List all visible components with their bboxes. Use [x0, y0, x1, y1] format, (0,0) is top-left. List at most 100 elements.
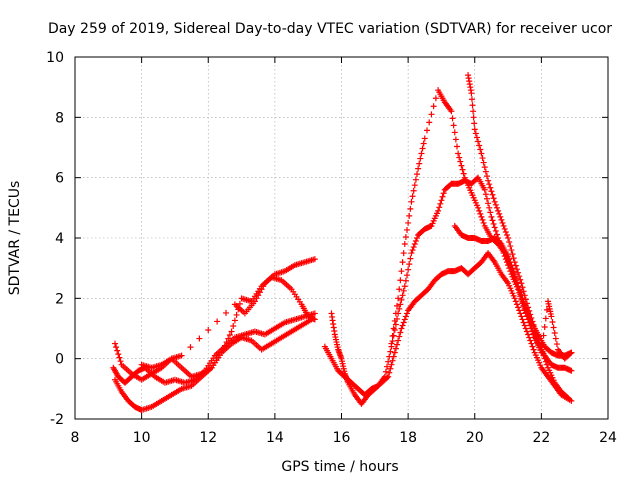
data-point — [517, 291, 524, 298]
data-point — [499, 219, 506, 226]
data-point — [523, 300, 530, 307]
data-point — [520, 302, 527, 309]
data-point — [449, 115, 456, 122]
data-point — [490, 220, 497, 227]
data-point — [529, 318, 536, 325]
data-point — [424, 127, 431, 134]
data-point — [116, 354, 123, 361]
data-point — [523, 312, 530, 319]
data-point — [495, 207, 502, 214]
data-point — [509, 251, 516, 258]
data-point — [518, 280, 525, 287]
data-point — [537, 343, 544, 350]
data-point — [401, 283, 408, 290]
data-point — [541, 355, 548, 362]
data-point — [518, 295, 525, 302]
data-point — [477, 210, 484, 217]
data-point — [540, 332, 547, 339]
data-point — [500, 222, 507, 229]
data-point — [493, 231, 500, 238]
series-track-f — [321, 174, 575, 398]
data-point — [399, 259, 406, 266]
data-point — [398, 325, 405, 332]
data-point — [396, 286, 403, 293]
data-point — [508, 247, 515, 254]
data-point — [492, 227, 499, 234]
data-point — [436, 204, 443, 211]
data-point — [451, 129, 458, 136]
data-point — [385, 358, 392, 365]
data-point — [542, 358, 549, 365]
data-point — [521, 322, 528, 329]
data-point — [406, 212, 413, 219]
data-point — [111, 340, 118, 347]
data-point — [389, 357, 396, 364]
data-point — [402, 233, 409, 240]
data-point — [485, 177, 492, 184]
data-point — [543, 306, 550, 313]
data-point — [419, 145, 426, 152]
data-point — [460, 170, 467, 177]
data-point — [482, 191, 489, 198]
data-point — [483, 195, 490, 202]
data-point — [256, 289, 263, 296]
data-point — [565, 394, 572, 401]
data-point — [549, 318, 556, 325]
data-point — [531, 325, 538, 332]
y-tick-label: 0 — [55, 352, 64, 368]
data-point — [404, 310, 411, 317]
data-point — [381, 373, 388, 380]
data-point — [400, 319, 407, 326]
data-point — [220, 346, 227, 353]
data-point — [477, 146, 484, 153]
data-point — [496, 210, 503, 217]
data-point — [228, 328, 235, 335]
data-point — [421, 135, 428, 142]
data-point — [528, 314, 535, 321]
data-point — [526, 334, 533, 341]
data-point — [426, 119, 433, 126]
data-point — [525, 304, 532, 311]
data-point — [517, 310, 524, 317]
y-tick-label: 8 — [55, 110, 64, 126]
data-point — [397, 277, 404, 284]
data-point — [397, 329, 404, 336]
data-point — [512, 262, 519, 269]
data-point — [408, 198, 415, 205]
data-point — [486, 204, 493, 211]
data-point — [530, 321, 537, 328]
data-point — [502, 228, 509, 235]
data-point — [522, 325, 529, 332]
data-point — [481, 164, 488, 171]
data-point — [230, 322, 237, 329]
data-point — [509, 265, 516, 272]
data-point — [563, 393, 570, 400]
x-tick-label: 12 — [199, 430, 217, 446]
data-point — [409, 193, 416, 200]
data-point — [231, 317, 238, 324]
data-point — [411, 241, 418, 248]
data-point — [568, 397, 575, 404]
data-point — [205, 327, 212, 334]
y-tick-label: 6 — [55, 171, 64, 187]
data-point — [469, 102, 476, 109]
data-point — [489, 217, 496, 224]
y-tick-label: 10 — [46, 50, 64, 66]
data-point — [516, 273, 523, 280]
data-point — [525, 331, 532, 338]
x-tick-label: 20 — [466, 430, 484, 446]
data-point — [400, 287, 407, 294]
data-point — [311, 310, 318, 317]
data-point — [402, 313, 409, 320]
data-point — [407, 255, 414, 262]
data-point — [384, 363, 391, 370]
data-point — [408, 250, 415, 257]
data-point — [492, 201, 499, 208]
data-point — [501, 225, 508, 232]
data-point — [539, 349, 546, 356]
data-point — [510, 255, 517, 262]
data-point — [471, 120, 478, 127]
data-point — [475, 138, 482, 145]
data-point — [115, 351, 122, 358]
data-point — [487, 209, 494, 216]
